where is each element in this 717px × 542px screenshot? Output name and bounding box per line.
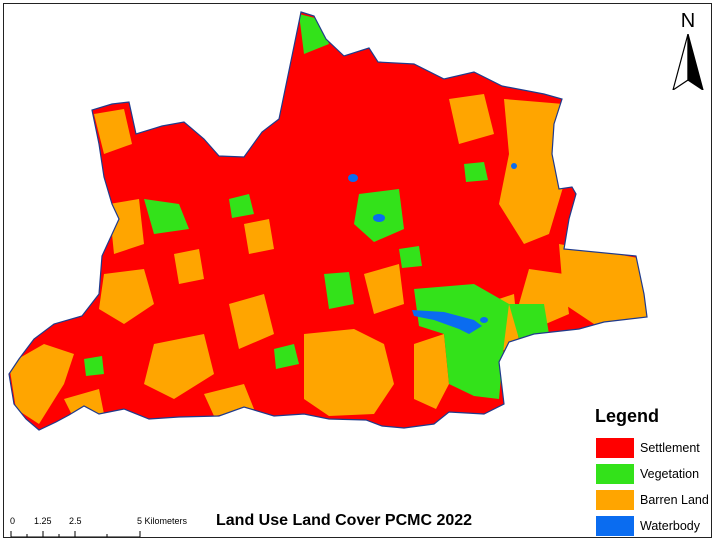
legend-label: Waterbody	[640, 519, 700, 533]
legend-item-barren-land: Barren Land	[596, 490, 711, 512]
north-arrow-icon	[672, 34, 704, 90]
lulc-map	[8, 11, 648, 431]
map-title: Land Use Land Cover PCMC 2022	[216, 512, 473, 529]
scale-tick-label: 2.5	[69, 516, 82, 526]
scale-bar: 0 1.25 2.5 5 Kilometers	[10, 516, 200, 537]
scale-tick-label: 1.25	[34, 516, 52, 526]
legend-swatch-settlement	[596, 438, 634, 458]
legend-swatch-vegetation	[596, 464, 634, 484]
scale-tick-label: 5 Kilometers	[137, 516, 188, 526]
legend-title: Legend	[595, 406, 660, 426]
map-layout-frame: N Legend Settlement Vegetation Barren La…	[3, 3, 712, 538]
legend-item-settlement: Settlement	[596, 438, 711, 460]
legend-item-waterbody: Waterbody	[596, 516, 711, 537]
scale-tick-label: 0	[10, 516, 16, 526]
north-label: N	[680, 10, 696, 32]
legend-swatch-waterbody	[596, 516, 634, 536]
legend-label: Barren Land	[640, 493, 709, 507]
scale-bar-graphic	[10, 531, 141, 537]
waterbody-areas	[348, 163, 517, 334]
barren-land-areas	[9, 94, 647, 424]
legend-label: Settlement	[640, 441, 700, 455]
map-legend: Legend Settlement Vegetation Barren Land…	[590, 402, 711, 537]
legend-label: Vegetation	[640, 467, 700, 481]
legend-item-vegetation: Vegetation	[596, 464, 711, 486]
north-arrow: N	[668, 10, 708, 94]
legend-swatch-barren-land	[596, 490, 634, 510]
